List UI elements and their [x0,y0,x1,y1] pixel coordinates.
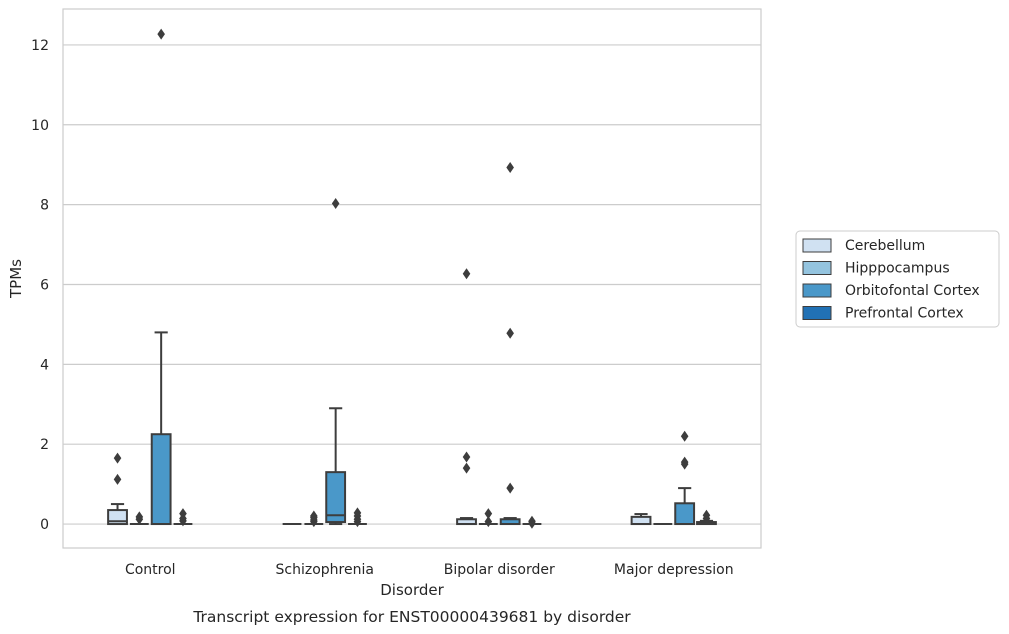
x-tick-label: Bipolar disorder [444,562,555,578]
legend-swatch [802,306,832,320]
outlier-point [484,508,493,520]
x-tick-label: Major depression [614,562,734,578]
box-body [630,515,652,526]
box-orbitofontal-cortex-major-depression [674,487,696,526]
x-tick-label: Control [125,562,176,578]
y-axis-label: TPMs [7,259,25,299]
outlier-point [113,452,122,464]
outlier-point [462,451,471,463]
x-tick-labels: Control Schizophrenia Bipolar disorder Majo… [125,562,734,578]
outlier-points [113,28,711,529]
outlier-point [179,508,187,520]
grid-lines [63,44,761,525]
x-tick-label: Schizophrenia [276,562,374,578]
box-series [107,331,717,526]
outlier-point [157,28,165,40]
legend-swatch [802,261,832,275]
outlier-point [484,516,493,528]
outlier-point [702,509,711,521]
outlier-point [506,327,514,339]
outlier-point [331,197,340,209]
outlier-point [680,430,689,442]
y-tick-label: 0 [40,517,49,533]
outlier-point [680,456,689,468]
y-tick-label: 4 [40,357,49,373]
outlier-point [113,473,122,485]
legend-label: Hipppocampus [845,261,950,277]
box-orbitofontal-cortex-schizophrenia [325,407,347,526]
box-body [150,433,172,526]
outlier-point [353,507,362,519]
box-body [674,502,696,526]
box-orbitofontal-cortex-bipolar-disorder [499,517,521,526]
x-axis-label: Disorder [380,581,444,599]
outlier-point [310,510,318,522]
outlier-point [528,515,536,527]
outlier-point [462,462,471,474]
plot-frame [62,8,762,549]
legend-frame [795,230,1000,328]
outlier-point [506,482,514,494]
box-cerebellum-bipolar-disorder [456,517,477,526]
y-tick-labels: 0 2 4 6 8 10 12 [31,38,49,533]
box-cerebellum-control [107,503,128,526]
box-body [325,471,347,524]
outlier-point [462,268,471,280]
y-tick-label: 12 [31,38,49,54]
chart-caption: Transcript expression for ENST0000043968… [192,608,631,626]
y-tick-label: 6 [40,277,49,293]
box-orbitofontal-cortex-control [150,331,172,526]
y-tick-label: 8 [40,198,49,214]
y-tick-label: 2 [40,437,49,453]
box-cerebellum-major-depression [630,513,652,526]
y-tick-label: 10 [31,118,49,134]
legend: Cerebellum Hipppocampus Orbitofontal Corte… [795,230,1000,328]
legend-label: Prefrontal Cortex [845,306,964,322]
legend-swatch [802,238,832,253]
legend-label: Cerebellum [845,238,925,254]
outlier-point [506,162,514,174]
legend-swatch [802,283,832,298]
outlier-point [135,511,144,523]
legend-label: Orbitofontal Cortex [845,283,980,299]
